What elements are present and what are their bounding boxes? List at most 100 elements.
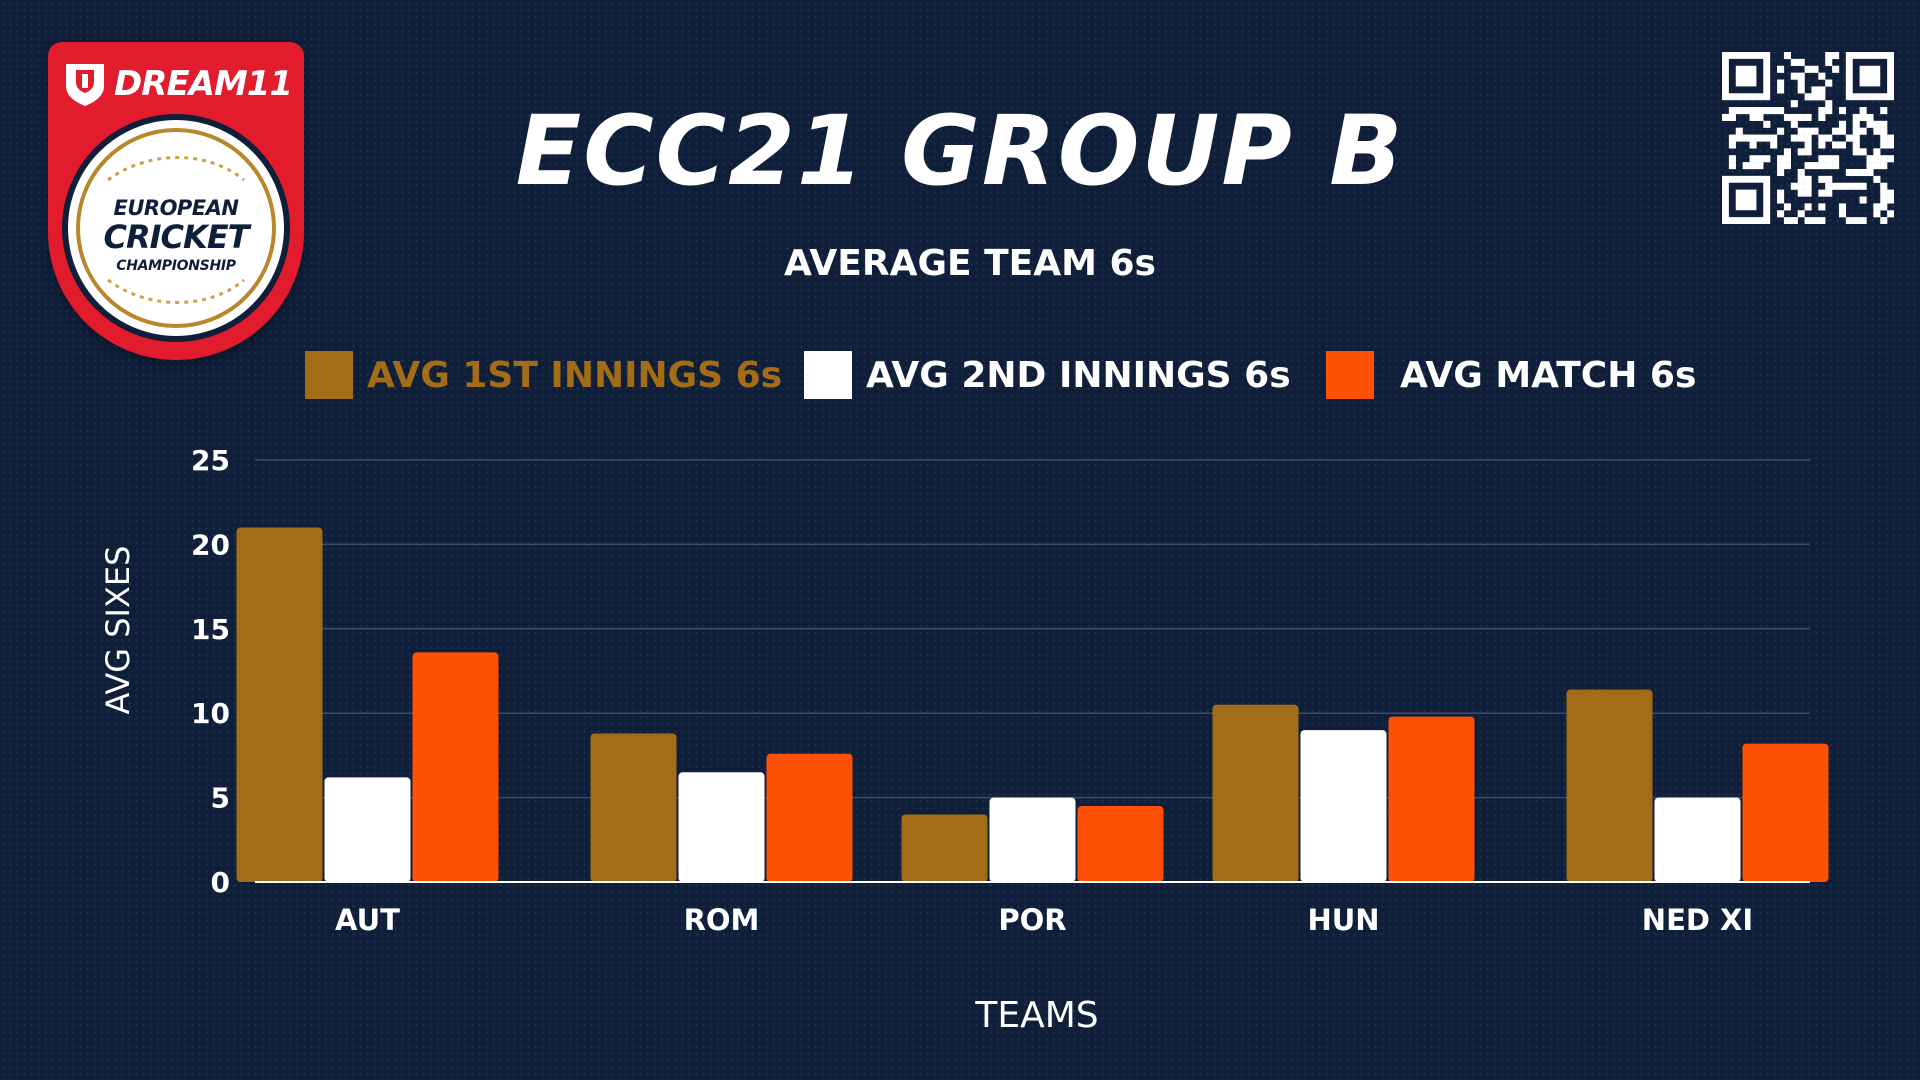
qr-module <box>1797 86 1805 94</box>
bar-ned-xi-series-2 <box>1654 797 1741 882</box>
qr-module <box>1756 107 1764 115</box>
bar-hun-series-3 <box>1388 716 1475 882</box>
qr-module <box>1859 107 1867 115</box>
qr-module <box>1852 182 1860 190</box>
qr-module <box>1777 86 1785 94</box>
qr-module <box>1728 113 1736 121</box>
bar-por-series-1 <box>901 814 988 882</box>
qr-module <box>1838 107 1847 115</box>
qr-module <box>1852 113 1860 121</box>
qr-module <box>1873 148 1881 156</box>
qr-module <box>1880 189 1888 197</box>
qr-module <box>1859 168 1867 177</box>
qr-module <box>1880 134 1888 142</box>
qr-module <box>1825 100 1833 108</box>
qr-module <box>1797 148 1805 156</box>
qr-module <box>1728 141 1736 149</box>
qr-module <box>1804 113 1812 121</box>
qr-module <box>1845 168 1853 177</box>
qr-module <box>1763 155 1771 163</box>
qr-module <box>1825 155 1833 163</box>
qr-module <box>1783 113 1791 121</box>
qr-module <box>1818 93 1826 101</box>
qr-module <box>1838 203 1847 211</box>
qr-module <box>1811 93 1819 101</box>
qr-module <box>1742 134 1750 142</box>
legend-swatch-2nd-innings <box>804 351 852 399</box>
qr-module <box>1797 175 1805 183</box>
qr-module <box>1852 141 1860 149</box>
qr-module <box>1804 217 1812 224</box>
qr-module <box>1818 162 1826 170</box>
qr-module <box>1797 58 1805 66</box>
qr-module <box>1832 141 1840 149</box>
qr-module <box>1825 52 1833 60</box>
qr-module <box>1770 107 1778 115</box>
page-title: ECC21 GROUP B <box>515 95 1405 207</box>
qr-module <box>1852 120 1860 128</box>
qr-module <box>1880 120 1888 128</box>
qr-module <box>1859 127 1867 135</box>
qr-module <box>1811 162 1819 170</box>
x-tick-label: AUT <box>335 903 400 937</box>
qr-module <box>1811 65 1819 73</box>
bar-aut-series-3 <box>412 652 499 882</box>
bar-por-series-2 <box>989 797 1076 882</box>
qr-module <box>1777 162 1785 170</box>
qr-module <box>1887 155 1894 163</box>
qr-module <box>1783 203 1791 211</box>
qr-module <box>1804 93 1812 101</box>
legend-item-2nd-innings: AVG 2ND INNINGS 6s <box>804 350 1291 400</box>
qr-module <box>1852 127 1860 135</box>
qr-module <box>1804 182 1812 190</box>
logo-line-3: CHAMPIONSHIP <box>116 258 236 274</box>
qr-module <box>1804 162 1812 170</box>
qr-module <box>1804 203 1812 211</box>
qr-module <box>1880 217 1888 224</box>
qr-module <box>1804 175 1812 183</box>
qr-code-icon[interactable] <box>1722 52 1894 224</box>
qr-module <box>1873 162 1881 170</box>
qr-module <box>1797 168 1805 177</box>
qr-module <box>1818 141 1826 149</box>
qr-module <box>1790 100 1798 108</box>
x-axis-label: TEAMS <box>975 995 1099 1036</box>
qr-module <box>1818 72 1826 80</box>
qr-module <box>1818 203 1826 211</box>
qr-module <box>1887 210 1894 218</box>
qr-module <box>1832 127 1840 135</box>
qr-module <box>1790 134 1798 142</box>
qr-module <box>1783 52 1791 60</box>
qr-module <box>1783 217 1791 224</box>
qr-module <box>1749 107 1757 115</box>
qr-module <box>1728 155 1736 163</box>
bar-ned-xi-series-3 <box>1742 743 1829 882</box>
bar-aut-series-1 <box>236 527 323 882</box>
y-tick-label: 25 <box>191 444 230 477</box>
qr-module <box>1825 107 1833 115</box>
bar-rom-series-1 <box>590 733 677 882</box>
qr-module <box>1804 141 1812 149</box>
qr-module <box>1873 155 1881 163</box>
qr-module <box>1735 127 1743 135</box>
qr-module <box>1749 134 1757 142</box>
qr-module <box>1880 107 1888 115</box>
bar-aut-series-2 <box>324 777 411 882</box>
x-tick-label: POR <box>998 903 1066 937</box>
qr-module <box>1790 120 1798 128</box>
x-tick-label: HUN <box>1307 903 1379 937</box>
qr-module <box>1859 196 1867 204</box>
legend-label-2nd-innings: AVG 2ND INNINGS 6s <box>866 354 1291 396</box>
qr-module <box>1797 72 1805 80</box>
qr-module <box>1887 189 1894 197</box>
qr-module <box>1811 217 1819 224</box>
qr-module <box>1818 217 1826 224</box>
legend-label-1st-innings: AVG 1ST INNINGS 6s <box>367 354 783 396</box>
y-tick-label: 0 <box>211 866 230 899</box>
qr-module <box>1728 162 1736 170</box>
qr-module <box>1797 127 1805 135</box>
legend-swatch-1st-innings <box>305 351 353 399</box>
legend-item-match: AVG MATCH 6s <box>1326 350 1696 400</box>
qr-module <box>1722 113 1730 121</box>
